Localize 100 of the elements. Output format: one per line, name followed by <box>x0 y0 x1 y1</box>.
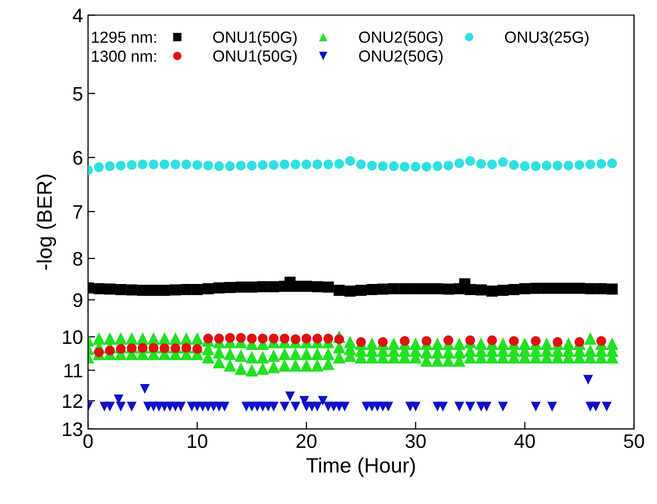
point <box>432 283 444 294</box>
point <box>344 286 356 297</box>
point <box>138 160 148 170</box>
point <box>322 282 334 293</box>
point <box>476 284 487 296</box>
x-tick-label: 20 <box>296 434 316 448</box>
point <box>160 343 170 354</box>
point <box>176 402 186 412</box>
point <box>290 160 300 170</box>
point <box>268 160 279 170</box>
x-tick-label: 50 <box>624 434 644 448</box>
y-tick-label: 10 <box>63 330 82 344</box>
point <box>564 160 574 170</box>
point <box>105 402 115 412</box>
point <box>420 283 432 294</box>
point <box>541 282 552 294</box>
point <box>438 402 448 412</box>
point <box>148 160 158 170</box>
point <box>400 336 410 346</box>
point <box>312 402 322 412</box>
point <box>574 282 585 294</box>
point <box>530 336 541 346</box>
point <box>367 160 377 170</box>
point <box>290 334 300 344</box>
point <box>422 162 432 172</box>
point <box>356 337 366 347</box>
point <box>104 284 116 295</box>
point <box>203 334 214 344</box>
point <box>220 402 230 412</box>
point <box>552 337 562 347</box>
point <box>93 283 105 294</box>
point <box>476 158 486 169</box>
y-tick-label: 12 <box>63 394 82 408</box>
point <box>400 162 410 172</box>
point <box>116 344 126 354</box>
point <box>497 284 509 296</box>
point <box>508 284 520 296</box>
point <box>464 284 476 296</box>
point <box>323 334 334 344</box>
x-tick-label: 30 <box>406 434 426 448</box>
point <box>116 160 126 170</box>
point <box>607 158 618 168</box>
point <box>224 282 236 294</box>
point <box>285 392 295 402</box>
point <box>235 282 246 293</box>
y-tick-label: 6 <box>73 150 82 165</box>
point <box>258 160 268 170</box>
point <box>140 384 150 394</box>
point <box>590 402 601 412</box>
point <box>584 283 596 294</box>
point <box>442 284 454 295</box>
point <box>465 335 476 346</box>
point <box>530 282 542 294</box>
legend-label: ONU3(25G) <box>504 31 588 46</box>
point <box>410 283 422 294</box>
point <box>290 402 300 412</box>
point <box>377 284 388 295</box>
x-axis-title: Time (Hour) <box>306 457 415 477</box>
x-tick-label: 10 <box>188 434 208 448</box>
point <box>312 281 323 292</box>
point <box>170 284 181 296</box>
point <box>192 344 202 354</box>
point <box>300 280 312 292</box>
point <box>340 402 350 412</box>
point <box>126 284 138 296</box>
point <box>280 402 290 412</box>
point <box>509 160 519 170</box>
y-tick-label: 4 <box>72 8 83 22</box>
point <box>94 162 104 172</box>
point <box>170 343 180 354</box>
point <box>378 161 388 171</box>
point <box>158 284 170 296</box>
point <box>302 160 312 170</box>
point <box>268 402 279 412</box>
point <box>202 283 214 294</box>
point <box>334 158 344 169</box>
point <box>192 284 203 296</box>
point <box>547 402 557 412</box>
point <box>258 334 268 344</box>
point <box>148 284 160 296</box>
y-tick-label: 7 <box>73 205 82 219</box>
point <box>181 160 192 170</box>
point <box>236 160 246 170</box>
point <box>454 158 464 168</box>
point <box>366 284 378 296</box>
point <box>530 402 541 412</box>
point <box>105 161 115 171</box>
point <box>542 160 552 170</box>
point <box>180 284 192 296</box>
point <box>318 396 328 406</box>
point <box>574 337 584 347</box>
point <box>585 160 596 170</box>
point <box>422 336 432 346</box>
point <box>214 161 224 171</box>
point <box>192 160 202 170</box>
point <box>482 402 492 412</box>
point <box>94 347 104 358</box>
point <box>574 160 584 170</box>
point <box>170 160 180 170</box>
point <box>498 402 508 412</box>
